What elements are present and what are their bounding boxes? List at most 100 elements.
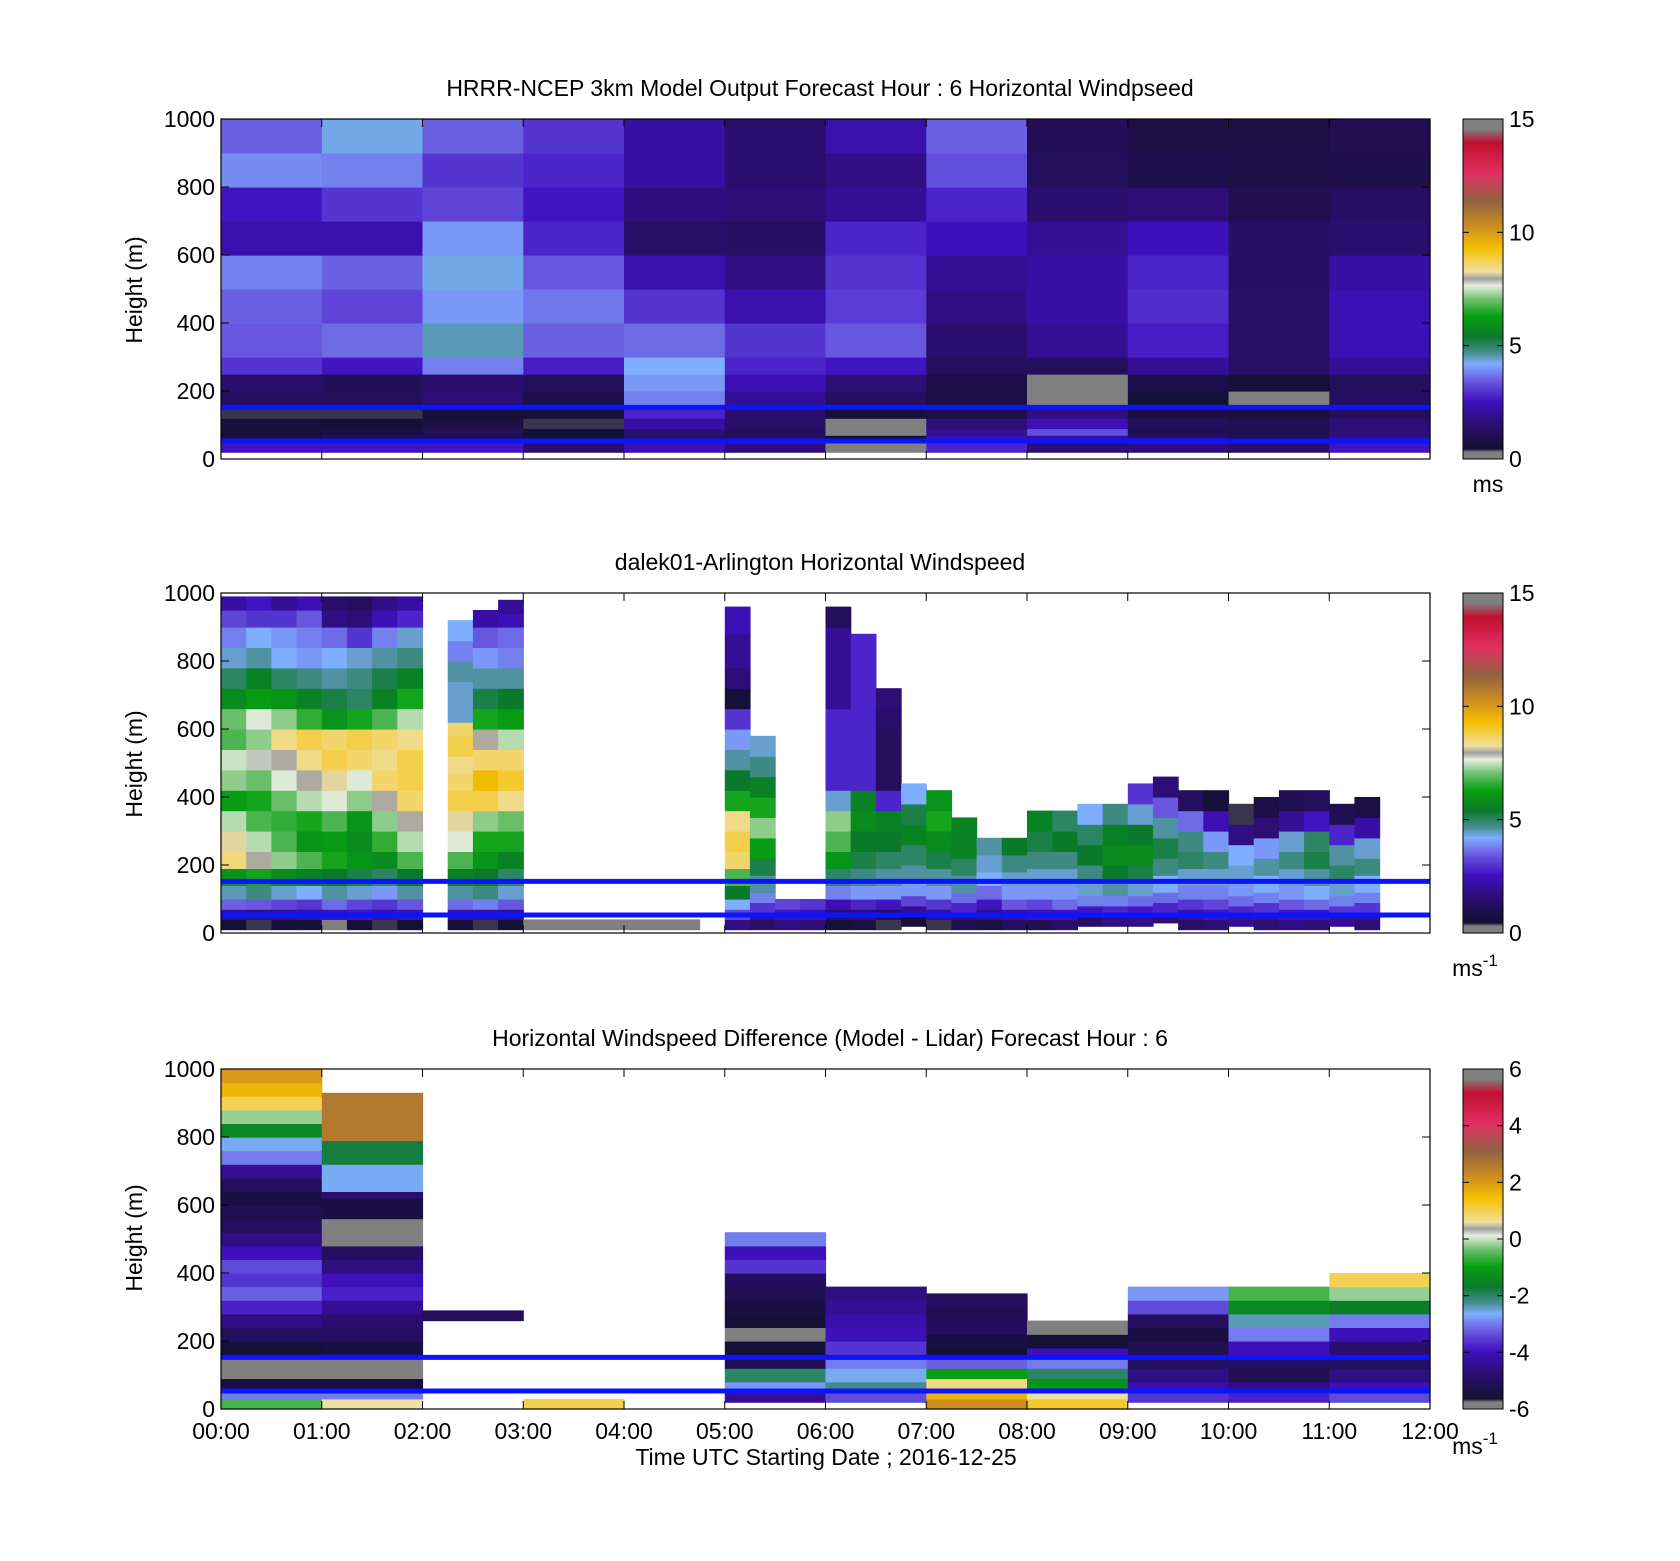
heatmap-cell [1329,1392,1431,1403]
heatmap-cell [246,831,272,852]
heatmap-cell [221,851,247,869]
heatmap-cell [472,749,499,771]
heatmap-cell [1102,865,1129,883]
heatmap-cell [724,153,827,188]
heatmap-cell [271,596,298,611]
heatmap-cell [901,824,927,846]
heatmap-cell [1152,892,1179,903]
heatmap-cell [1253,817,1280,839]
heatmap-cell [1152,902,1179,914]
colorbar-tick-label: 15 [1509,106,1535,132]
heatmap-cell [1278,810,1305,832]
heatmap-cell [1329,1286,1431,1301]
heatmap-cell [1027,919,1053,931]
heatmap-cell [321,1245,424,1260]
heatmap-cell [1077,803,1104,825]
heatmap-cell [472,831,499,852]
heatmap-cell [1228,865,1255,883]
heatmap-cell [346,667,373,689]
colorbar-tick-label: 2 [1509,1169,1522,1195]
x-tick-label: 00:00 [192,1418,250,1444]
heatmap-cell [1102,844,1129,866]
heatmap-cell [749,875,776,893]
x-ticks: 00:00 01:00 02:00 03:00 04:00 05:00 06:00 07:00… [192,1069,1459,1444]
heatmap-cell [1127,374,1230,392]
heatmap-cell [321,667,348,689]
heatmap-cell [221,289,323,324]
heatmap-cell [1127,1327,1230,1342]
heatmap-cell [1001,899,1028,910]
heatmap-cell [321,289,424,324]
heatmap-cell [1329,442,1431,453]
heatmap-cell [498,667,524,689]
y-tick-label: 0 [202,446,215,472]
heatmap-cell [1102,905,1129,917]
heatmap-cell [926,1398,1028,1410]
unit-text: ms [1452,955,1483,981]
heatmap-cell [926,391,1028,406]
heatmap-cell [1127,916,1154,927]
x-tick-label: 04:00 [595,1418,653,1444]
heatmap-cell [498,919,524,931]
heatmap-cell [321,374,424,392]
heatmap-cell [321,187,424,222]
heatmap-cell [724,667,751,689]
x-tick-label: 07:00 [897,1418,955,1444]
heatmap-cell [447,810,474,832]
heatmap-cell [1027,221,1129,256]
heatmap-cell [1253,892,1280,903]
heatmap-cell [472,769,499,791]
heatmap-cell [321,1398,424,1410]
heatmap-cell [321,899,348,910]
heatmap-cell [221,1218,323,1233]
y-tick-label: 800 [177,174,215,200]
heatmap-cell [221,919,247,931]
heatmap-cell [296,667,323,689]
x-ticks [220,593,1431,933]
colorbar-tick-label: 10 [1509,693,1535,719]
colorbar-tick-label: 10 [1509,219,1535,245]
heatmap-cell [498,708,524,730]
heatmap-cell [901,783,927,805]
heatmap-cell [523,187,625,222]
heatmap-cell [321,729,348,750]
heatmap-cell [724,442,827,453]
x-tick-label: 03:00 [494,1418,552,1444]
heatmap-cell [1228,1286,1330,1301]
heatmap-cell [1178,851,1204,869]
heatmap-cell [1027,1347,1129,1359]
heatmap-cell [1329,1368,1431,1383]
heatmap-cell [221,119,323,154]
heatmap-cell [523,1398,625,1410]
heatmap-cell [1127,1341,1230,1356]
heatmap-cell [1077,882,1104,897]
heatmap-cell [724,606,751,635]
heatmap-cell [1329,824,1356,846]
heatmap-cell [321,790,348,812]
heatmap-cell [1127,1313,1230,1328]
heatmap-cell [1228,895,1255,907]
heatmap-cell [1178,885,1204,900]
heatmap-cell [825,831,852,852]
y-tick-label: 600 [177,716,215,742]
heatmap-cell [926,885,953,900]
heatmap-cell [1027,323,1129,358]
heatmap-cell [749,919,776,931]
heatmap-cell [1127,255,1230,290]
heatmap-cell [1304,831,1330,852]
heatmap-cell [1052,899,1078,910]
heatmap-cell [296,627,323,648]
colorbar: 0 5 10 15 [1462,580,1535,946]
heatmap-cell [221,790,247,812]
heatmap-cell [321,1140,424,1165]
heatmap-cell [221,688,247,710]
heatmap-cell [1102,803,1129,825]
heatmap-cell [271,749,298,771]
heatmap-cell [1027,1378,1129,1390]
heatmap-cell [926,1307,1028,1322]
heatmap-cell [951,902,978,914]
heatmap-cell [296,769,323,791]
heatmap-cell [825,790,852,812]
heatmap-cell [926,1334,1028,1349]
heatmap-cell [498,810,524,832]
